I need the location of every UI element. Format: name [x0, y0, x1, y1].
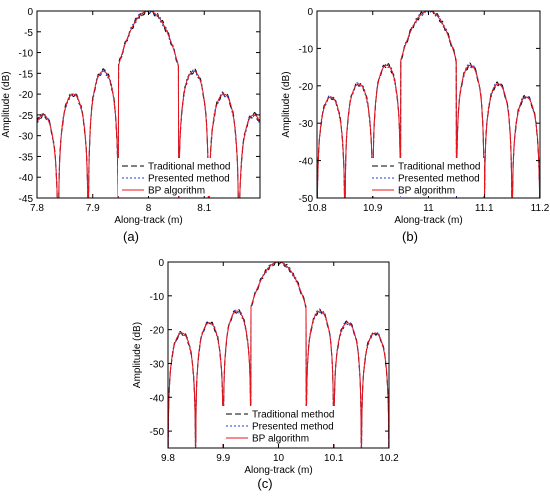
series-line-bp-algorithm — [37, 11, 260, 198]
legend-entry-label: Presented method — [252, 422, 334, 433]
x-axis-label: Along-track (m) — [244, 465, 312, 476]
y-tick-label: -50 — [299, 194, 314, 205]
x-tick-label: 11.1 — [475, 203, 494, 214]
y-tick-label: -20 — [150, 326, 165, 337]
x-tick-label: 10 — [273, 453, 285, 464]
series-line-bp-algorithm — [168, 262, 389, 448]
y-tick-label: -30 — [150, 359, 165, 370]
y-axis-label: Amplitude (dB) — [132, 322, 143, 388]
legend-entry-label: Traditional method — [148, 162, 230, 173]
x-tick-label: 11.2 — [531, 203, 550, 214]
legend-entry-label: BP algorithm — [148, 186, 205, 197]
y-tick-label: -10 — [299, 44, 314, 55]
y-tick-label: -20 — [19, 90, 34, 101]
y-tick-label: 0 — [307, 7, 313, 18]
panel-label-c: (c) — [257, 476, 272, 491]
x-tick-label: 11 — [423, 203, 434, 214]
y-tick-label: -45 — [19, 194, 34, 205]
panel-c: 0 -10 -20 -30 -40 -50 9.8 9.9 10 10.1 10.2 Along-tr… — [132, 258, 399, 476]
legend-entry-label: BP algorithm — [398, 186, 455, 197]
y-tick-label: -20 — [299, 82, 314, 93]
y-tick-label: -40 — [299, 157, 314, 168]
x-tick-label: 8.1 — [197, 203, 211, 214]
y-axis-label: Amplitude (dB) — [281, 71, 292, 137]
y-tick-label: 0 — [27, 7, 33, 18]
x-tick-label: 10.8 — [307, 203, 327, 214]
y-tick-label: -50 — [150, 427, 165, 438]
series-line-presented-method — [37, 11, 260, 198]
y-tick-label: -30 — [19, 132, 34, 143]
x-tick-label: 10.1 — [324, 453, 344, 464]
panel-label-a: (a) — [123, 229, 139, 244]
y-tick-label: -30 — [299, 119, 314, 130]
y-axis-label: Amplitude (dB) — [1, 71, 12, 137]
legend-entry-label: Presented method — [398, 174, 480, 185]
y-tick-label: -15 — [19, 69, 34, 80]
x-tick-label: 7.9 — [86, 203, 100, 214]
legend-entry-label: Traditional method — [398, 162, 480, 173]
series-line-bp-algorithm — [317, 11, 540, 198]
x-tick-label: 10.2 — [379, 453, 399, 464]
y-tick-label: -40 — [19, 173, 34, 184]
legend-entry-label: BP algorithm — [252, 434, 309, 445]
y-tick-label: -25 — [19, 111, 34, 122]
x-axis-label: Along-track (m) — [114, 215, 182, 226]
x-axis-label: Along-track (m) — [394, 215, 462, 226]
panel-a: 0 -5 -10 -15 -20 -25 -30 -35 -40 -457.8 7.9 8 8.1 Alo… — [1, 7, 261, 226]
y-tick-label: -5 — [24, 28, 33, 39]
x-tick-label: 8 — [146, 203, 152, 214]
legend-entry-label: Presented method — [148, 174, 230, 185]
y-tick-label: 0 — [158, 258, 164, 269]
x-tick-label: 9.8 — [161, 453, 175, 464]
y-tick-label: -40 — [150, 393, 165, 404]
x-tick-label: 9.9 — [216, 453, 230, 464]
panel-label-b: (b) — [402, 229, 418, 244]
y-tick-label: -10 — [150, 292, 165, 303]
y-tick-label: -10 — [19, 49, 34, 60]
legend-entry-label: Traditional method — [252, 410, 334, 421]
x-tick-label: 7.8 — [30, 203, 44, 214]
y-tick-label: -35 — [19, 152, 34, 163]
x-tick-label: 10.9 — [363, 203, 383, 214]
